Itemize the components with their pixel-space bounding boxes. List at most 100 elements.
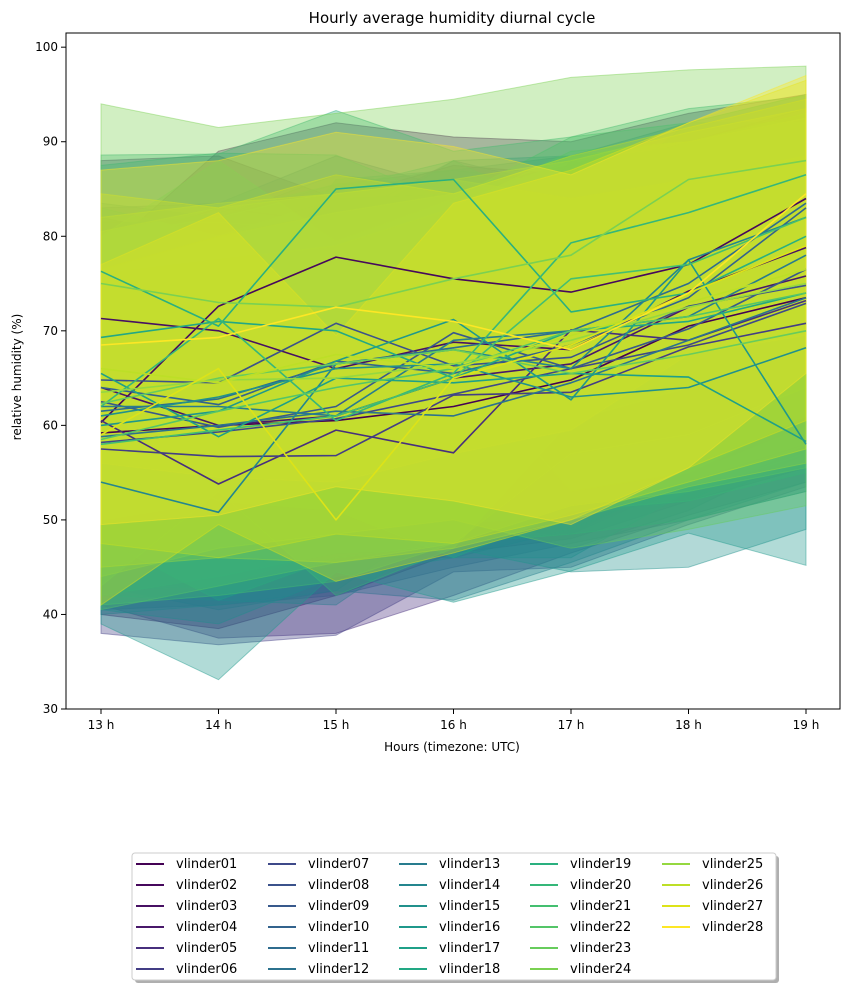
legend-label: vlinder28: [702, 920, 763, 935]
legend-item: vlinder23: [530, 941, 631, 956]
legend-item: vlinder12: [268, 962, 369, 977]
legend-item: vlinder07: [268, 857, 369, 872]
line-vlinder25: [100, 282, 807, 394]
legend-label: vlinder12: [308, 962, 369, 977]
legend-label: vlinder27: [702, 899, 763, 914]
line-vlinder06: [100, 322, 807, 458]
legend-label: vlinder05: [176, 941, 237, 956]
legend-item: vlinder15: [399, 899, 500, 914]
y-tick-label: 70: [43, 324, 58, 338]
legend-label: vlinder02: [176, 878, 237, 893]
legend-label: vlinder22: [570, 920, 631, 935]
legend-item: vlinder19: [530, 857, 631, 872]
line-vlinder24: [100, 159, 807, 309]
legend-label: vlinder09: [308, 899, 369, 914]
band-vlinder25: [100, 107, 807, 568]
legend-label: vlinder20: [570, 878, 631, 893]
legend-label: vlinder19: [570, 857, 631, 872]
x-tick-label: 17 h: [558, 718, 585, 732]
line-vlinder23: [100, 330, 807, 405]
line-vlinder09: [100, 268, 807, 429]
legend-label: vlinder21: [570, 899, 631, 914]
legend-box: [131, 852, 777, 981]
line-vlinder12: [100, 296, 807, 438]
line-vlinder11: [100, 202, 807, 412]
band-vlinder21: [100, 112, 807, 606]
legend-item: vlinder10: [268, 920, 369, 935]
band-vlinder10: [100, 98, 807, 592]
band-vlinder28: [100, 74, 807, 526]
confidence-bands: [100, 65, 807, 681]
band-vlinder16: [100, 122, 807, 681]
x-tick-label: 15 h: [323, 718, 350, 732]
legend-label: vlinder07: [308, 857, 369, 872]
legend-label: vlinder10: [308, 920, 369, 935]
legend-item: vlinder17: [399, 941, 500, 956]
y-tick-label: 100: [35, 40, 58, 54]
legend-label: vlinder13: [439, 857, 500, 872]
series-lines: [100, 159, 807, 521]
legend-label: vlinder08: [308, 878, 369, 893]
line-vlinder17: [100, 372, 807, 443]
legend-item: vlinder25: [662, 857, 763, 872]
x-axis-label: Hours (timezone: UTC): [384, 740, 520, 754]
band-vlinder20: [100, 93, 807, 597]
y-axis-label: relative humidity (%): [10, 314, 24, 441]
legend-label: vlinder15: [439, 899, 500, 914]
legend-item: vlinder08: [268, 878, 369, 893]
legend-label: vlinder24: [570, 962, 631, 977]
x-tick-label: 14 h: [205, 718, 232, 732]
x-tick-label: 16 h: [440, 718, 467, 732]
y-tick-label: 80: [43, 229, 58, 243]
line-vlinder26: [100, 268, 807, 384]
y-tick-label: 40: [43, 607, 58, 621]
plot-area: [100, 65, 807, 681]
line-vlinder28: [100, 193, 807, 351]
y-tick-label: 30: [43, 702, 58, 716]
legend-item: vlinder24: [530, 962, 631, 977]
legend-label: vlinder04: [176, 920, 237, 935]
legend-label: vlinder26: [702, 878, 763, 893]
line-vlinder07: [100, 302, 807, 444]
legend-item: vlinder21: [530, 899, 631, 914]
y-tick-label: 60: [43, 418, 58, 432]
band-vlinder24: [100, 65, 807, 483]
legend-label: vlinder23: [570, 941, 631, 956]
legend-item: vlinder26: [662, 878, 763, 893]
legend-label: vlinder16: [439, 920, 500, 935]
legend-item: vlinder09: [268, 899, 369, 914]
legend-label: vlinder18: [439, 962, 500, 977]
legend-label: vlinder14: [439, 878, 500, 893]
legend-label: vlinder17: [439, 941, 500, 956]
legend-label: vlinder01: [176, 857, 237, 872]
band-vlinder02: [100, 93, 807, 578]
legend-item: vlinder13: [399, 857, 500, 872]
axes: 13 h 14 h 15 h 16 h 17 h 18 h 19 h 30 40 50 60 70 80…: [35, 32, 841, 732]
legend-item: vlinder05: [136, 941, 237, 956]
legend-item: vlinder11: [268, 941, 369, 956]
legend-item: vlinder20: [530, 878, 631, 893]
legend-item: vlinder03: [136, 899, 237, 914]
legend-item: vlinder06: [136, 962, 237, 977]
legend-label: vlinder06: [176, 962, 237, 977]
x-tick-label: 19 h: [793, 718, 820, 732]
y-tick-label: 90: [43, 135, 58, 149]
y-tick-label: 50: [43, 513, 58, 527]
legend-item: vlinder22: [530, 920, 631, 935]
band-vlinder05: [100, 140, 807, 639]
legend-item: vlinder04: [136, 920, 237, 935]
legend-item: vlinder01: [136, 857, 237, 872]
legend-label: vlinder11: [308, 941, 369, 956]
chart-title: Hourly average humidity diurnal cycle: [309, 9, 596, 27]
legend-item: vlinder28: [662, 920, 763, 935]
x-tick-label: 18 h: [675, 718, 702, 732]
legend-item: vlinder02: [136, 878, 237, 893]
x-tick-label: 13 h: [88, 718, 115, 732]
legend: vlinder01 vlinder02 vlinder03 vlinder04 vlin…: [131, 852, 779, 983]
line-vlinder03: [100, 246, 807, 370]
legend-label: vlinder25: [702, 857, 763, 872]
legend-item: vlinder27: [662, 899, 763, 914]
legend-label: vlinder03: [176, 899, 237, 914]
legend-item: vlinder16: [399, 920, 500, 935]
